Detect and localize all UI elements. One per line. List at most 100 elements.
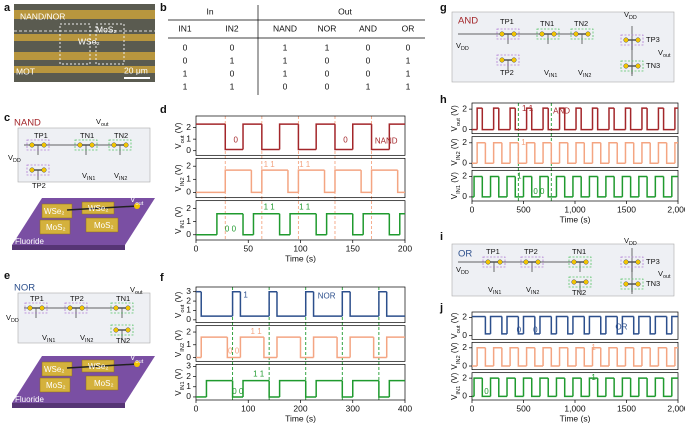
circuit-title: OR xyxy=(458,249,472,260)
trace-segment xyxy=(596,108,609,131)
annotation: 0 xyxy=(233,135,238,144)
trace-segment xyxy=(278,379,306,397)
wire xyxy=(66,205,138,211)
trace-segment xyxy=(649,142,659,164)
wire xyxy=(66,363,138,369)
transistor-contact xyxy=(499,31,505,37)
trace-segment xyxy=(580,378,590,398)
y-tick-label: 0 xyxy=(186,145,191,155)
transistor-contact xyxy=(635,281,641,287)
trace-segment xyxy=(489,175,499,197)
trace-segment xyxy=(608,142,618,164)
trace-segment xyxy=(334,124,353,151)
trace-segment xyxy=(641,142,651,164)
annotation: 1 1 xyxy=(299,202,311,211)
micrograph-label: MOT xyxy=(16,66,35,76)
transistor-contact xyxy=(29,167,35,173)
x-tick-label: 1500 xyxy=(617,204,636,214)
electrode xyxy=(14,66,155,73)
trace-segment xyxy=(349,291,379,317)
x-tick-label: 200 xyxy=(293,403,307,413)
trace-segment xyxy=(563,378,573,398)
panel-label: j xyxy=(439,302,443,314)
annotation: 0 0 xyxy=(228,346,240,355)
trace-segment xyxy=(665,316,672,335)
annotation: 1 1 xyxy=(253,370,265,379)
y-axis-label: VIN1 (V) xyxy=(450,172,461,200)
device-label: WSe₂ xyxy=(88,204,108,213)
trace-segment xyxy=(517,316,524,335)
circuit-label: VIN2 xyxy=(80,333,93,344)
table-group: Out xyxy=(338,6,352,16)
y-axis-label: Vout (V) xyxy=(450,105,461,132)
trace-segment xyxy=(613,108,626,131)
transistor-contact xyxy=(485,259,491,265)
circuit-label: VIN1 xyxy=(488,285,501,296)
electrode xyxy=(39,377,71,393)
table-header: OR xyxy=(402,23,415,33)
terminal xyxy=(134,361,140,367)
trace-segment xyxy=(498,176,508,198)
device-label: Vout xyxy=(130,353,144,364)
micrograph-label: WSe₂ xyxy=(78,36,100,46)
panel-label: e xyxy=(4,270,10,282)
transistor-contact xyxy=(123,142,129,148)
trace-segment xyxy=(489,315,502,334)
panel-label: g xyxy=(440,2,447,14)
table-cell: 0 xyxy=(283,81,288,91)
y-tick-label: 1 xyxy=(186,216,191,226)
x-tick-label: 150 xyxy=(346,243,360,253)
circuit-label: VDD xyxy=(624,236,637,247)
trace-segment xyxy=(509,142,519,164)
x-tick-label: 0 xyxy=(470,403,475,413)
panel-label: h xyxy=(440,94,447,106)
trace-segment xyxy=(605,377,615,397)
trace-segment xyxy=(522,377,532,397)
circuit-title: NOR xyxy=(14,283,35,294)
x-axis-label: Time (s) xyxy=(285,253,316,263)
transistor-contact xyxy=(111,142,117,148)
circuit-panel xyxy=(451,243,675,297)
trace-segment xyxy=(657,142,667,164)
panel-label: b xyxy=(160,2,167,14)
trace-segment xyxy=(572,315,585,334)
trace-segment xyxy=(341,380,353,398)
trace-segment xyxy=(547,378,557,398)
trace-segment xyxy=(613,176,623,198)
trace-segment xyxy=(665,142,675,164)
table-cell: 0 xyxy=(366,68,371,78)
transistor-contact xyxy=(511,31,517,37)
transistor-box xyxy=(482,256,506,268)
trace-segment xyxy=(621,377,631,397)
trace-segment xyxy=(315,379,343,397)
y-tick-label: 0 xyxy=(462,124,467,134)
trace-segment xyxy=(315,123,335,150)
circuit-label: TN3 xyxy=(646,61,660,70)
trace-segment xyxy=(662,378,672,398)
annotation: 0 xyxy=(343,135,348,144)
panel-label: f xyxy=(160,272,164,284)
trace-segment xyxy=(276,291,306,317)
transistor-box xyxy=(64,302,88,314)
trace-segment xyxy=(654,377,664,397)
transistor-box xyxy=(74,139,98,151)
trace-segment xyxy=(312,291,343,317)
y-tick-label: 0 xyxy=(186,314,191,324)
transistor-box xyxy=(496,28,520,40)
trace-segment xyxy=(613,378,623,398)
table-cell: 1 xyxy=(283,55,288,65)
device-label: Fluoride xyxy=(15,395,44,404)
electrode xyxy=(14,52,155,60)
trace-segment xyxy=(608,107,615,130)
y-tick-label: 0 xyxy=(462,330,467,340)
circuit-label: VDD xyxy=(6,313,19,324)
y-tick-label: 2 xyxy=(462,342,467,352)
plot-frame xyxy=(195,363,406,401)
table-cell: 1 xyxy=(406,68,411,78)
trace-segment xyxy=(641,107,648,130)
y-tick-label: 3 xyxy=(186,286,191,296)
circuit-label: TN1 xyxy=(116,294,130,303)
x-tick-label: 1,000 xyxy=(564,204,586,214)
device-label: Vout xyxy=(130,195,144,206)
